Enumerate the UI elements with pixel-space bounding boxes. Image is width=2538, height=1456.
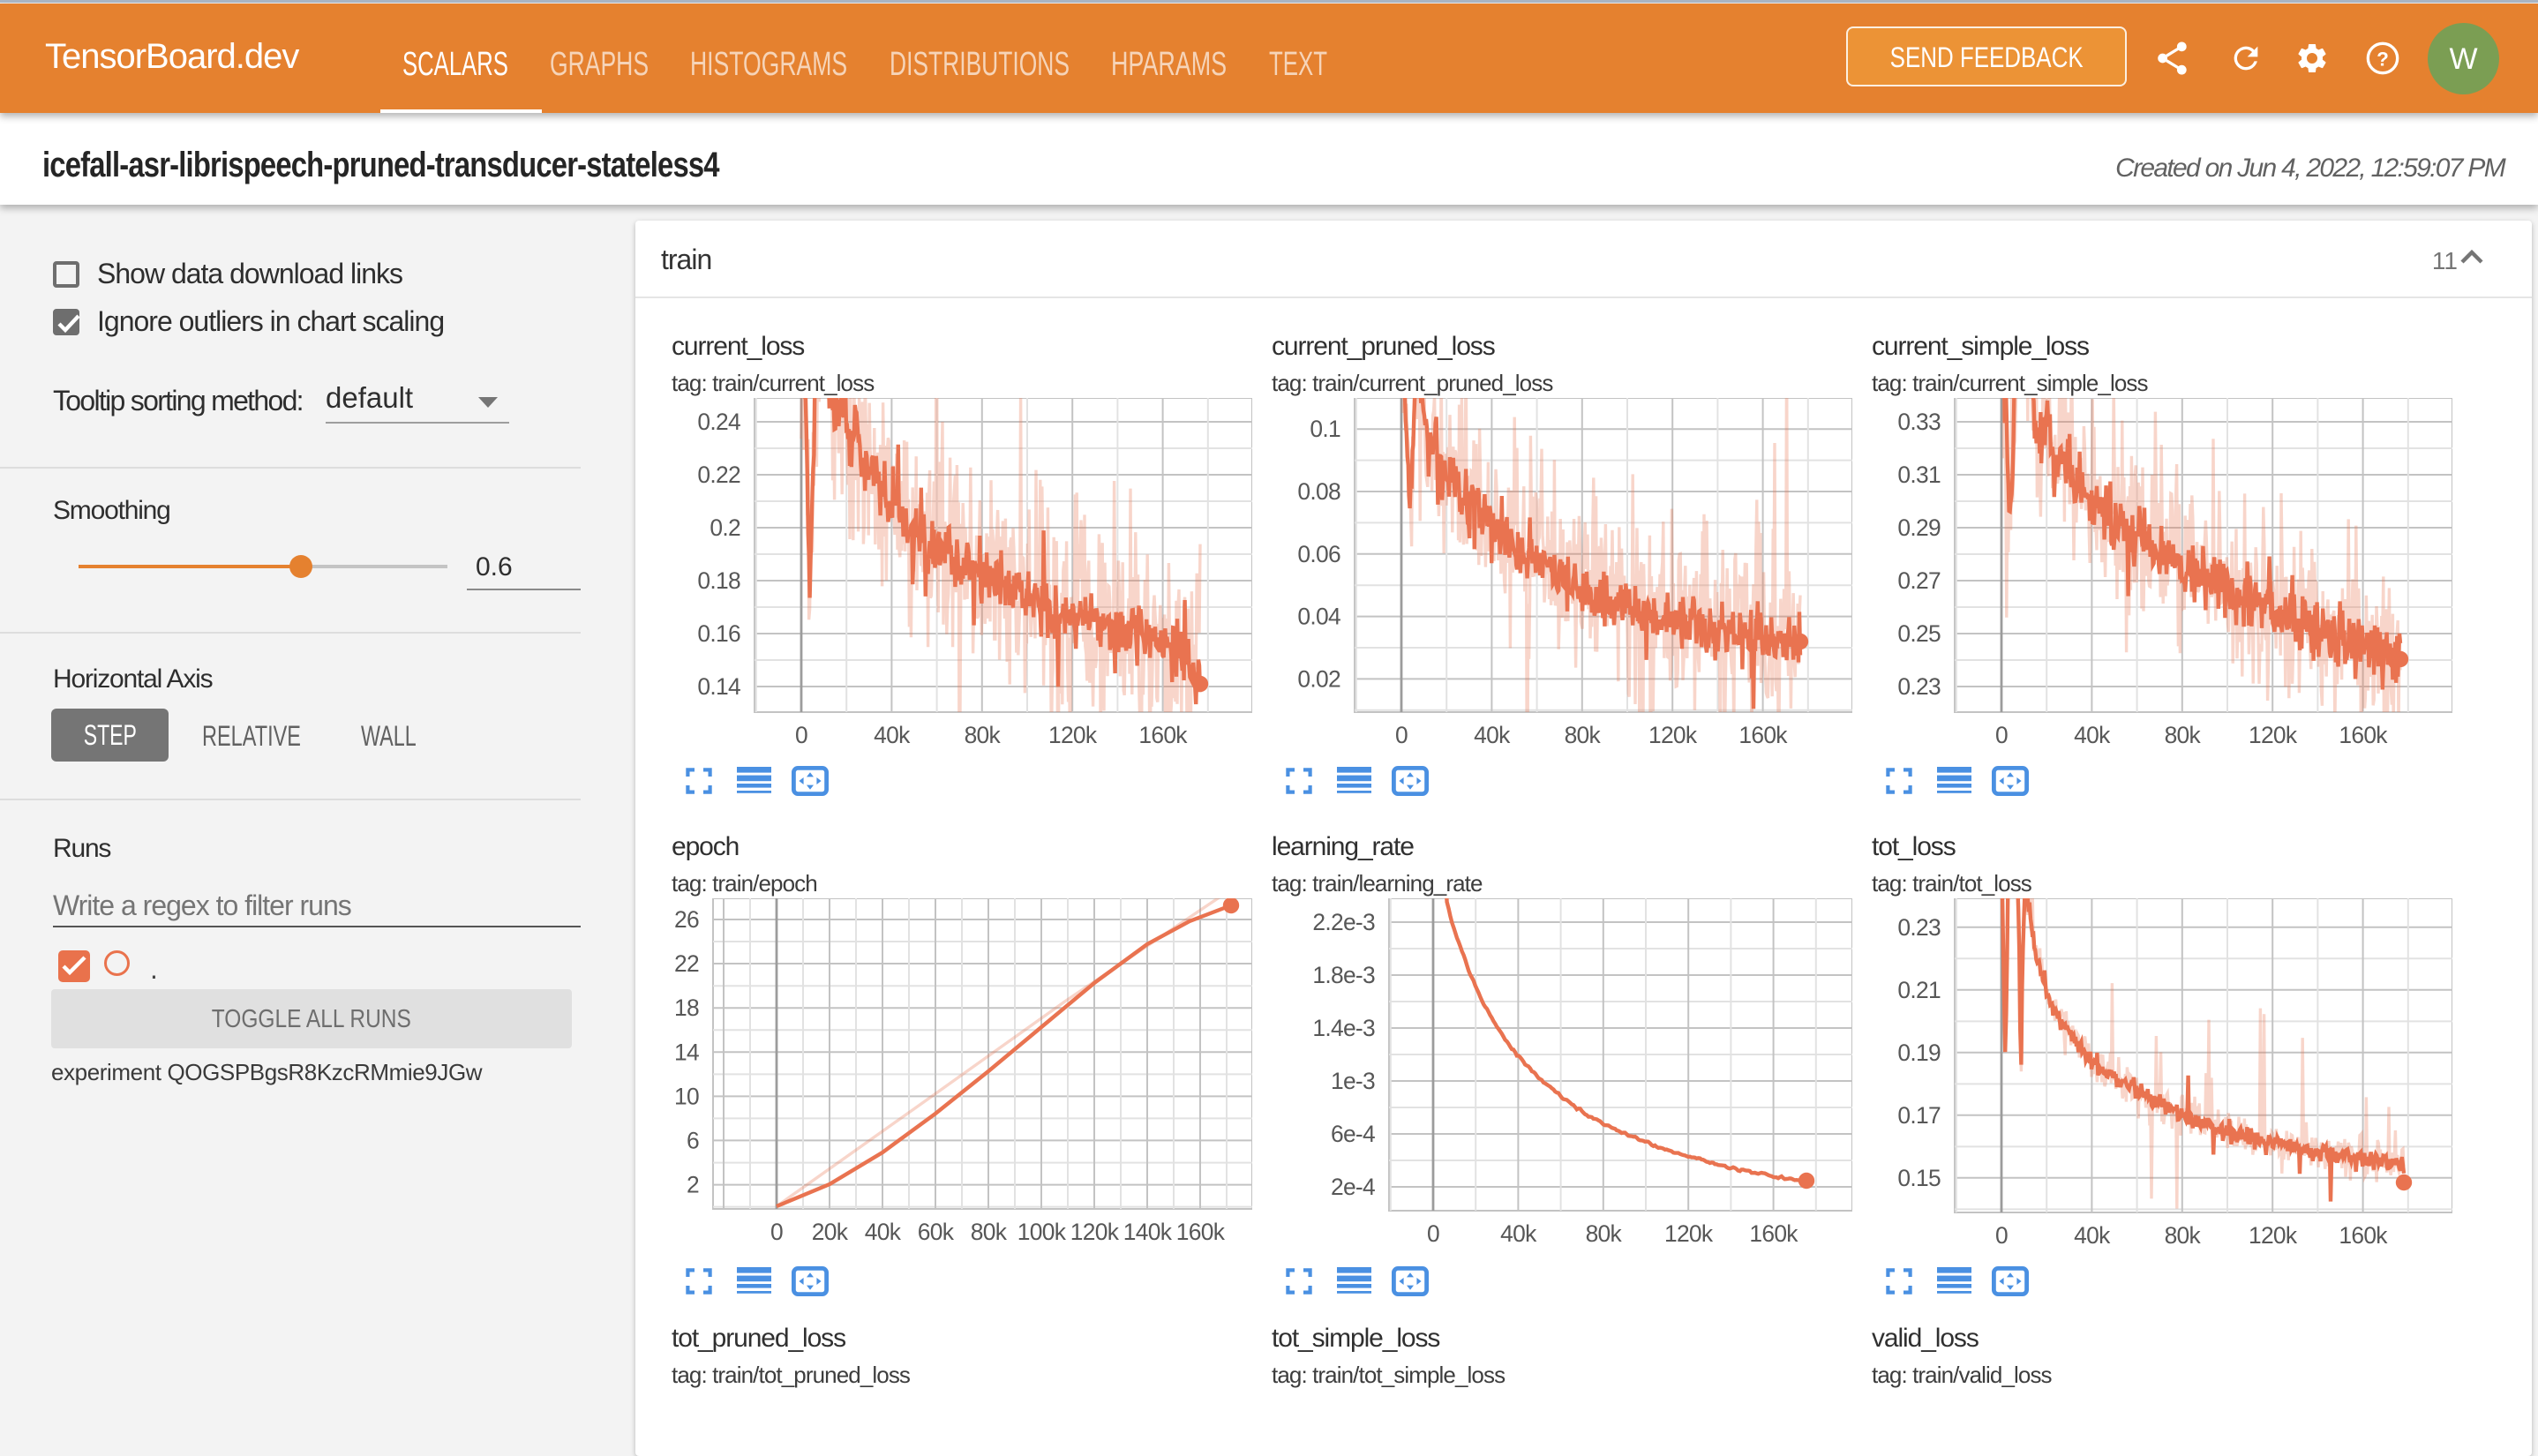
- svg-text:0.14: 0.14: [697, 673, 740, 700]
- svg-text:0.2: 0.2: [710, 514, 740, 541]
- svg-text:160k: 160k: [2339, 722, 2388, 748]
- svg-text:0.23: 0.23: [1897, 914, 1941, 941]
- svg-text:22: 22: [674, 950, 699, 977]
- svg-text:80k: 80k: [2165, 722, 2202, 748]
- svg-text:40k: 40k: [874, 722, 911, 748]
- svg-text:0.21: 0.21: [1897, 977, 1941, 1003]
- svg-text:20k: 20k: [812, 1219, 849, 1245]
- svg-text:1.8e-3: 1.8e-3: [1312, 962, 1375, 988]
- svg-text:0: 0: [770, 1219, 783, 1245]
- svg-text:40k: 40k: [2074, 722, 2111, 748]
- svg-text:2: 2: [687, 1172, 699, 1198]
- svg-text:26: 26: [674, 906, 699, 933]
- svg-text:0.06: 0.06: [1297, 541, 1340, 567]
- svg-text:?: ?: [2377, 48, 2389, 70]
- svg-text:80k: 80k: [1565, 722, 1602, 748]
- svg-text:120k: 120k: [1070, 1219, 1120, 1245]
- svg-text:160k: 160k: [1138, 722, 1188, 748]
- svg-text:0.25: 0.25: [1897, 620, 1941, 647]
- svg-text:100k: 100k: [1017, 1219, 1067, 1245]
- svg-text:0.19: 0.19: [1897, 1039, 1941, 1066]
- svg-text:10: 10: [674, 1083, 699, 1109]
- svg-text:0.1: 0.1: [1310, 416, 1340, 442]
- svg-text:140k: 140k: [1123, 1219, 1173, 1245]
- svg-text:2.2e-3: 2.2e-3: [1312, 909, 1375, 935]
- svg-text:14: 14: [674, 1039, 699, 1065]
- svg-text:160k: 160k: [2339, 1222, 2388, 1249]
- svg-text:2e-4: 2e-4: [1331, 1174, 1375, 1200]
- svg-text:80k: 80k: [2165, 1222, 2202, 1249]
- svg-text:0.29: 0.29: [1897, 514, 1941, 541]
- svg-text:160k: 160k: [1738, 722, 1788, 748]
- svg-text:0: 0: [1395, 722, 1408, 748]
- svg-text:0.18: 0.18: [697, 567, 740, 594]
- svg-text:0: 0: [795, 722, 807, 748]
- svg-text:0.33: 0.33: [1897, 409, 1941, 435]
- svg-text:0.31: 0.31: [1897, 462, 1941, 488]
- svg-text:120k: 120k: [2249, 1222, 2298, 1249]
- svg-text:18: 18: [674, 994, 699, 1021]
- svg-text:120k: 120k: [2249, 722, 2298, 748]
- svg-text:0: 0: [1995, 1222, 2008, 1249]
- svg-text:40k: 40k: [1500, 1220, 1537, 1247]
- svg-text:160k: 160k: [1176, 1219, 1226, 1245]
- svg-text:0.27: 0.27: [1897, 567, 1941, 594]
- svg-text:160k: 160k: [1749, 1220, 1798, 1247]
- svg-text:40k: 40k: [865, 1219, 902, 1245]
- svg-text:60k: 60k: [918, 1219, 955, 1245]
- svg-text:120k: 120k: [1648, 722, 1698, 748]
- svg-text:40k: 40k: [1474, 722, 1511, 748]
- svg-text:40k: 40k: [2074, 1222, 2111, 1249]
- svg-text:80k: 80k: [965, 722, 1002, 748]
- svg-text:0: 0: [1995, 722, 2008, 748]
- svg-text:0.22: 0.22: [697, 462, 740, 488]
- svg-text:0.24: 0.24: [697, 409, 740, 435]
- svg-text:80k: 80k: [971, 1219, 1008, 1245]
- svg-text:120k: 120k: [1048, 722, 1098, 748]
- svg-text:1e-3: 1e-3: [1331, 1068, 1375, 1094]
- svg-text:0.17: 0.17: [1897, 1102, 1941, 1129]
- svg-text:0: 0: [1427, 1220, 1439, 1247]
- svg-text:0.08: 0.08: [1297, 478, 1340, 505]
- svg-text:6e-4: 6e-4: [1331, 1121, 1375, 1147]
- svg-text:0.04: 0.04: [1297, 604, 1340, 630]
- svg-text:0.23: 0.23: [1897, 673, 1941, 700]
- svg-text:80k: 80k: [1586, 1220, 1623, 1247]
- svg-text:6: 6: [687, 1128, 699, 1154]
- svg-text:0.15: 0.15: [1897, 1165, 1941, 1191]
- svg-text:120k: 120k: [1664, 1220, 1714, 1247]
- svg-text:0.02: 0.02: [1297, 665, 1340, 692]
- svg-text:0.16: 0.16: [697, 620, 740, 647]
- svg-text:1.4e-3: 1.4e-3: [1312, 1015, 1375, 1041]
